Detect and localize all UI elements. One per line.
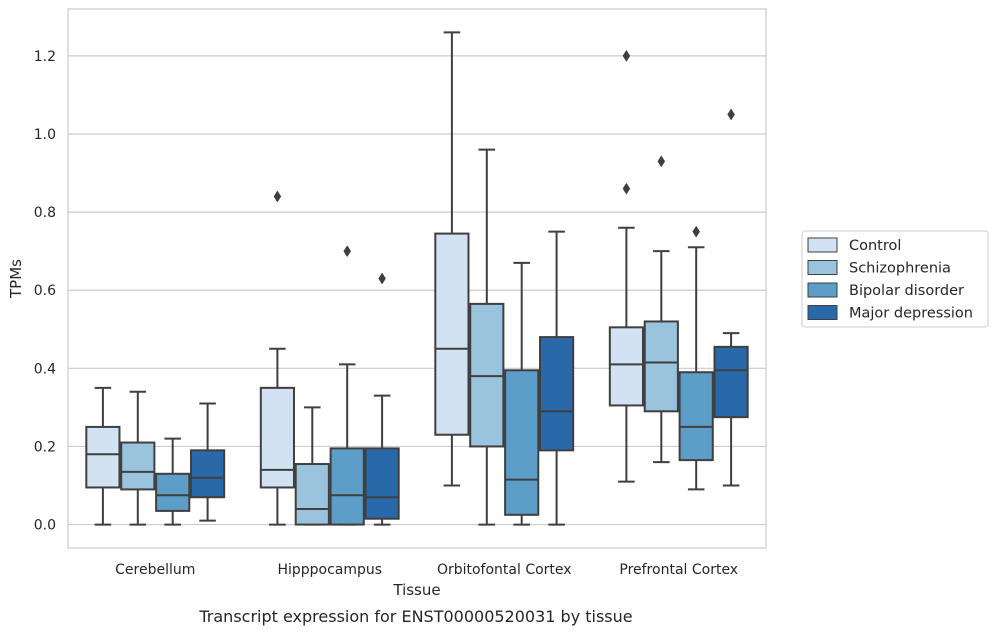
box [608, 49, 644, 483]
legend-frame [801, 230, 989, 328]
box-body [643, 320, 679, 413]
plot-area-frame [67, 8, 767, 549]
legend: Control Schizophrenia Bipolar disorder Majo… [801, 230, 989, 328]
box [155, 437, 191, 526]
box-body [539, 336, 575, 452]
series-major-depression [190, 108, 749, 526]
box [539, 230, 575, 526]
box-series [85, 31, 749, 526]
legend-item: Schizophrenia [807, 260, 951, 277]
box-body [190, 449, 226, 499]
box [643, 155, 679, 464]
legend-swatch [807, 260, 838, 275]
y-tick-label: 1.2 [34, 49, 56, 65]
x-tick-label: Prefrontal Cortex [619, 562, 738, 578]
box [434, 31, 470, 487]
y-tick-label: 0.2 [34, 439, 56, 455]
outlier-point [622, 182, 631, 195]
box [469, 148, 505, 526]
box-body [120, 441, 156, 491]
y-tick-label: 1.0 [34, 127, 56, 143]
legend-item: Major depression [807, 305, 973, 322]
box [678, 225, 714, 491]
outlier-point [692, 225, 700, 238]
outlier-point [378, 272, 386, 285]
legend-item: Control [807, 237, 901, 254]
box [364, 272, 400, 526]
box-body [85, 425, 121, 489]
legend-swatch [807, 282, 838, 298]
legend-label: Schizophrenia [849, 261, 951, 277]
legend-swatch [807, 305, 838, 320]
box [190, 402, 226, 522]
outlier-point [273, 190, 282, 203]
box [329, 245, 365, 526]
x-axis-ticks: Cerebellum Hipppocampus Orbitofontal Corte… [115, 562, 738, 578]
y-tick-label: 0.8 [34, 205, 56, 221]
box-body [259, 386, 295, 489]
y-tick-label: 0.6 [34, 283, 56, 299]
legend-swatch [807, 237, 838, 253]
box-body [294, 463, 330, 526]
box [120, 390, 156, 526]
legend-label: Bipolar disorder [849, 283, 964, 299]
box-body [713, 345, 749, 419]
box [259, 190, 295, 526]
legend-item: Bipolar disorder [807, 282, 964, 299]
series-control [85, 31, 644, 526]
box-body [678, 371, 714, 462]
box [294, 406, 330, 526]
y-axis-ticks: 0.0 0.2 0.4 0.6 0.8 1.0 1.2 [34, 49, 56, 534]
y-tick-label: 0.0 [34, 518, 56, 534]
box-body [155, 472, 191, 512]
outlier-point [657, 155, 666, 168]
y-tick-label: 0.4 [34, 361, 56, 377]
box-body [364, 447, 400, 520]
x-axis-title: Tissue [392, 581, 440, 599]
outlier-point [622, 49, 631, 62]
grid-lines [68, 55, 766, 526]
x-tick-label: Hipppocampus [277, 562, 382, 578]
legend-label: Control [849, 238, 901, 254]
x-tick-label: Cerebellum [115, 562, 195, 578]
box [504, 261, 540, 526]
box-body [434, 232, 470, 436]
box [713, 108, 749, 487]
chart-caption: Transcript expression for ENST0000052003… [198, 607, 632, 626]
box-body [504, 369, 540, 516]
legend-label: Major depression [849, 306, 973, 322]
box-body [329, 447, 365, 526]
outlier-point [727, 108, 735, 121]
x-tick-label: Orbitofontal Cortex [437, 562, 572, 578]
y-axis-title: TPMs [7, 259, 25, 299]
outlier-point [343, 245, 351, 258]
box-body [608, 326, 644, 407]
series-schizophrenia [120, 148, 679, 526]
box [85, 386, 121, 526]
series-bipolar-disorder [155, 225, 714, 526]
